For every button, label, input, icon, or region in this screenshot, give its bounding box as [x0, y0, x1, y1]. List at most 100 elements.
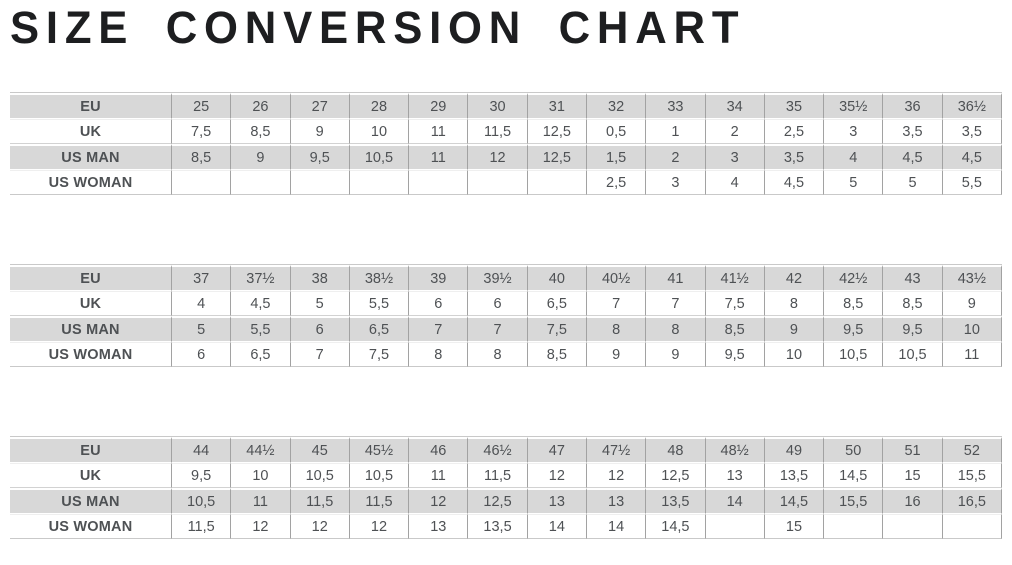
- size-cell: 12,5: [468, 488, 528, 514]
- size-cell: 45½: [349, 437, 410, 463]
- size-cell: 6: [172, 342, 232, 367]
- size-cell: 7: [646, 291, 706, 316]
- size-cell: 3: [646, 170, 706, 195]
- size-cell: 7,5: [172, 119, 232, 144]
- size-cell: [349, 170, 410, 195]
- size-cell: 9: [290, 119, 350, 144]
- size-cell: 8,5: [705, 316, 765, 342]
- size-cell: 14,5: [764, 488, 825, 514]
- size-cell: 13: [527, 488, 587, 514]
- size-cell: 30: [468, 93, 528, 119]
- size-cell: 10: [349, 119, 410, 144]
- size-tables-container: EU 25 26 27 28 29 30 31 32 33 34 35 35½ 36 36½ UK 7,5 8,5…: [10, 92, 1002, 539]
- size-cell: 12: [586, 463, 647, 488]
- size-cell: 47½: [586, 437, 647, 463]
- size-cell: 14: [527, 514, 587, 539]
- row-label: UK: [10, 119, 172, 144]
- size-cell: 9,5: [172, 463, 232, 488]
- row-label: UK: [10, 463, 172, 488]
- size-cell: 25: [172, 93, 232, 119]
- size-cell: 4: [824, 144, 884, 170]
- size-cell: 4,5: [883, 144, 943, 170]
- size-cell: 5,5: [231, 316, 291, 342]
- size-cell: 42: [764, 265, 825, 291]
- row-label: US WOMAN: [10, 342, 172, 367]
- row-label: US MAN: [10, 144, 172, 170]
- size-cell: 41: [646, 265, 706, 291]
- size-cell: 2,5: [586, 170, 647, 195]
- size-cell: 47: [527, 437, 587, 463]
- size-conversion-page: SIZE CONVERSION CHART EU 25 26 27 28 29 30 31 32…: [10, 5, 1002, 539]
- size-cell: 6,5: [349, 316, 410, 342]
- size-cell: 33: [646, 93, 706, 119]
- size-cell: 14,5: [824, 463, 884, 488]
- size-cell: 10,5: [349, 463, 410, 488]
- size-cell: 11,5: [290, 488, 350, 514]
- size-cell: 14: [705, 488, 765, 514]
- size-cell: 9,5: [290, 144, 350, 170]
- size-cell: 43½: [942, 265, 1002, 291]
- size-cell: 5: [290, 291, 350, 316]
- size-cell: 8,5: [231, 119, 291, 144]
- table-row-us-man: US MAN 10,5 11 11,5 11,5 12 12,5 13 13 13,5 14 14,5…: [10, 488, 1002, 514]
- size-cell: 3,5: [883, 119, 943, 144]
- size-cell: 8: [468, 342, 528, 367]
- size-cell: 8,5: [527, 342, 587, 367]
- size-cell: 12: [409, 488, 469, 514]
- size-cell: 8: [764, 291, 825, 316]
- table-row-eu: EU 37 37½ 38 38½ 39 39½ 40 40½ 41 41½ 42 42½ 43 43½: [10, 265, 1002, 291]
- size-cell: [942, 514, 1002, 539]
- size-cell: 37: [172, 265, 232, 291]
- table-row-eu: EU 25 26 27 28 29 30 31 32 33 34 35 35½ 36 36½: [10, 93, 1002, 119]
- row-label: US MAN: [10, 488, 172, 514]
- table-row-us-man: US MAN 5 5,5 6 6,5 7 7 7,5 8 8 8,5 9 9,5 9,5 10: [10, 316, 1002, 342]
- size-cell: 10,5: [349, 144, 410, 170]
- size-cell: 27: [290, 93, 350, 119]
- size-cell: 35½: [824, 93, 884, 119]
- size-cell: 8: [586, 316, 647, 342]
- size-cell: 13,5: [468, 514, 528, 539]
- size-cell: 8,5: [172, 144, 232, 170]
- size-cell: 11: [409, 463, 469, 488]
- row-label: UK: [10, 291, 172, 316]
- size-cell: 12: [349, 514, 410, 539]
- size-cell: 38: [290, 265, 350, 291]
- table-row-uk: UK 7,5 8,5 9 10 11 11,5 12,5 0,5 1 2 2,5 3 3,5 3,5: [10, 119, 1002, 144]
- size-cell: 11: [231, 488, 291, 514]
- size-cell: [409, 170, 469, 195]
- size-cell: 12: [468, 144, 528, 170]
- size-cell: 36½: [942, 93, 1002, 119]
- size-cell: 7: [586, 291, 647, 316]
- size-cell: [824, 514, 884, 539]
- size-cell: 39: [409, 265, 469, 291]
- size-cell: 50: [824, 437, 884, 463]
- size-cell: 14: [586, 514, 647, 539]
- size-cell: 44½: [231, 437, 291, 463]
- size-cell: 46½: [468, 437, 528, 463]
- size-cell: 6: [290, 316, 350, 342]
- size-cell: 5: [172, 316, 232, 342]
- size-cell: 5: [824, 170, 884, 195]
- size-cell: 12: [290, 514, 350, 539]
- table-row-uk: UK 9,5 10 10,5 10,5 11 11,5 12 12 12,5 13 13,5 14,5 1…: [10, 463, 1002, 488]
- size-cell: [172, 170, 232, 195]
- size-cell: [705, 514, 765, 539]
- size-cell: 9: [942, 291, 1002, 316]
- size-cell: 9,5: [705, 342, 765, 367]
- size-cell: 4,5: [942, 144, 1002, 170]
- size-cell: 2: [705, 119, 765, 144]
- size-cell: 15: [883, 463, 943, 488]
- size-cell: [290, 170, 350, 195]
- size-cell: 3: [705, 144, 765, 170]
- row-label: EU: [10, 437, 172, 463]
- size-cell: 11,5: [468, 463, 528, 488]
- size-table-1: EU 25 26 27 28 29 30 31 32 33 34 35 35½ 36 36½ UK 7,5 8,5…: [10, 92, 1002, 195]
- size-cell: 6: [468, 291, 528, 316]
- table-row-eu: EU 44 44½ 45 45½ 46 46½ 47 47½ 48 48½ 49 50 51 52: [10, 437, 1002, 463]
- size-cell: [527, 170, 587, 195]
- size-cell: 15,5: [824, 488, 884, 514]
- size-cell: 9: [231, 144, 291, 170]
- size-cell: 34: [705, 93, 765, 119]
- size-cell: 8,5: [883, 291, 943, 316]
- size-cell: 11,5: [349, 488, 410, 514]
